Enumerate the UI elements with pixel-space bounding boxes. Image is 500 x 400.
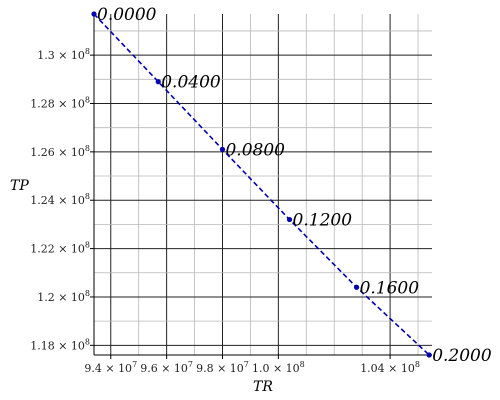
x-tick-label: 9.4 × 107 bbox=[84, 360, 137, 375]
x-axis-title: TR bbox=[253, 379, 273, 395]
grid bbox=[94, 14, 432, 355]
x-tick-label: 1.04 × 108 bbox=[360, 360, 420, 375]
data-label: 0.0800 bbox=[225, 140, 285, 160]
y-tick-label: 1.18 × 108 bbox=[30, 337, 90, 352]
axes bbox=[93, 14, 432, 356]
x-tick-labels: 9.4 × 107 9.6 × 107 9.8 × 107 1.0 × 108 1.04… bbox=[84, 355, 420, 375]
data-point bbox=[219, 146, 226, 153]
y-tick-label: 1.3 × 108 bbox=[37, 47, 90, 62]
data-labels: 0.0000 0.0400 0.0800 0.1200 0.1600 0.2000 bbox=[97, 5, 492, 366]
data-label: 0.1600 bbox=[360, 278, 420, 298]
x-tick-label: 9.8 × 107 bbox=[196, 360, 249, 375]
y-axis-title: TP bbox=[10, 178, 29, 194]
data-label: 0.0000 bbox=[97, 5, 157, 25]
data-point bbox=[155, 79, 161, 85]
data-point bbox=[286, 216, 293, 223]
data-series bbox=[91, 11, 432, 358]
y-tick-label: 1.2 × 108 bbox=[37, 289, 90, 304]
x-tick-label: 9.6 × 107 bbox=[140, 360, 193, 375]
data-label: 0.1200 bbox=[293, 211, 353, 231]
data-point bbox=[353, 284, 360, 290]
data-point bbox=[426, 352, 432, 358]
data-label: 0.2000 bbox=[432, 346, 492, 366]
data-point bbox=[91, 11, 97, 17]
data-label: 0.0400 bbox=[161, 73, 221, 93]
y-tick-label: 1.28 × 108 bbox=[30, 95, 90, 110]
series-line bbox=[93, 13, 430, 356]
y-tick-label: 1.22 × 108 bbox=[30, 241, 90, 256]
x-tick-label: 1.0 × 108 bbox=[252, 360, 305, 375]
y-tick-label: 1.24 × 108 bbox=[30, 192, 90, 207]
y-tick-labels: 1.18 × 108 1.2 × 108 1.22 × 108 1.24 × 108 1… bbox=[30, 47, 94, 352]
y-tick-label: 1.26 × 108 bbox=[30, 144, 90, 159]
